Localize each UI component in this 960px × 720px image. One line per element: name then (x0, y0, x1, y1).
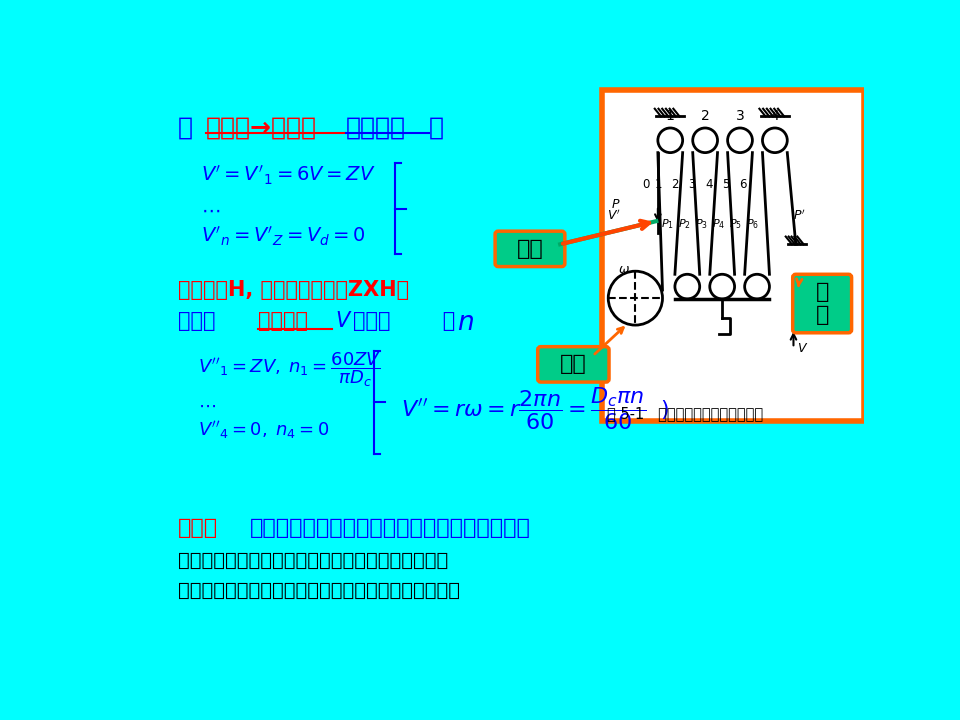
Text: 绞车: 绞车 (560, 354, 587, 374)
Text: 2: 2 (701, 109, 709, 123)
Text: 0: 0 (642, 178, 650, 191)
Text: $P'$: $P'$ (793, 208, 805, 222)
Text: $P_3$: $P_3$ (695, 217, 708, 231)
Text: $n$: $n$ (457, 310, 474, 336)
Text: $V$: $V$ (797, 342, 808, 355)
Text: 大钩升高H, 快绳拉下绳长为ZXH。: 大钩升高H, 快绳拉下绳长为ZXH。 (179, 280, 409, 300)
Text: $\omega$: $\omega$ (618, 263, 630, 276)
Text: 为: 为 (420, 311, 455, 331)
Text: 4: 4 (771, 109, 780, 123)
Text: 3: 3 (735, 109, 744, 123)
FancyBboxPatch shape (495, 231, 564, 266)
Text: 从: 从 (179, 116, 193, 140)
Text: 快绳侧钢绳弯曲次数大于死绳侧，会提前疲劳断丝。】: 快绳侧钢绳弯曲次数大于死绳侧，会提前疲劳断丝。】 (179, 581, 460, 600)
Text: 快绳侧→死绳侧: 快绳侧→死绳侧 (206, 116, 317, 140)
Text: 1: 1 (655, 178, 662, 191)
Text: 3: 3 (688, 178, 696, 191)
Text: $P_2$: $P_2$ (678, 217, 690, 231)
Text: 可见：: 可见： (179, 518, 218, 538)
Text: $V'_n = V'_Z = V_d = 0$: $V'_n = V'_Z = V_d = 0$ (202, 225, 366, 248)
FancyBboxPatch shape (538, 346, 609, 382)
Text: $P_5$: $P_5$ (729, 217, 742, 231)
Text: 和转速: 和转速 (352, 311, 390, 331)
Text: $\cdots$: $\cdots$ (202, 200, 221, 220)
Text: 【检修天、游车应将滑轮及轴承倒换，使寿命均衡。: 【检修天、游车应将滑轮及轴承倒换，使寿命均衡。 (179, 551, 448, 570)
Text: $V'' = r\omega = r\dfrac{2\pi n}{60} = \dfrac{D_c\pi n}{60}$  ): $V'' = r\omega = r\dfrac{2\pi n}{60} = \… (400, 385, 669, 432)
FancyBboxPatch shape (793, 274, 852, 333)
Text: $P_1$: $P_1$ (660, 217, 674, 231)
Text: $V$: $V$ (335, 311, 353, 331)
Text: $V'$: $V'$ (607, 208, 620, 222)
Text: 钢绳速度: 钢绳速度 (346, 116, 405, 140)
Text: 死
绳: 死 绳 (815, 282, 828, 325)
Text: 切向速度: 切向速度 (258, 311, 308, 331)
Text: 快绳: 快绳 (516, 239, 543, 259)
Text: $\cdots$: $\cdots$ (198, 397, 215, 415)
Text: $V' = V'_1 = 6V = ZV$: $V' = V'_1 = 6V = ZV$ (202, 163, 376, 186)
Text: 6: 6 (739, 178, 747, 191)
Bar (602, 90, 864, 421)
Text: 5: 5 (722, 178, 730, 191)
Text: 2: 2 (671, 178, 679, 191)
Text: 图 5-1   游动系统的运动和钢绳拉力: 图 5-1 游动系统的运动和钢绳拉力 (607, 406, 763, 421)
Text: 1: 1 (666, 109, 675, 123)
Text: $V''_1 = ZV, \; n_1 = \dfrac{60ZV}{\pi D_c}$: $V''_1 = ZV, \; n_1 = \dfrac{60ZV}{\pi D… (198, 351, 381, 389)
Text: $P_6$: $P_6$ (746, 217, 759, 231)
Text: $P$: $P$ (612, 198, 621, 211)
Text: 4: 4 (706, 178, 712, 191)
Text: 天车轮: 天车轮 (179, 311, 216, 331)
Text: 快绳一侧的滑轮转速大于死绳一侧的滑轮转速。: 快绳一侧的滑轮转速大于死绳一侧的滑轮转速。 (251, 518, 531, 538)
Text: $P_4$: $P_4$ (711, 217, 725, 231)
Text: 为: 为 (429, 116, 444, 140)
Text: $V''_4 = 0, \; n_4 = 0$: $V''_4 = 0, \; n_4 = 0$ (198, 419, 329, 441)
